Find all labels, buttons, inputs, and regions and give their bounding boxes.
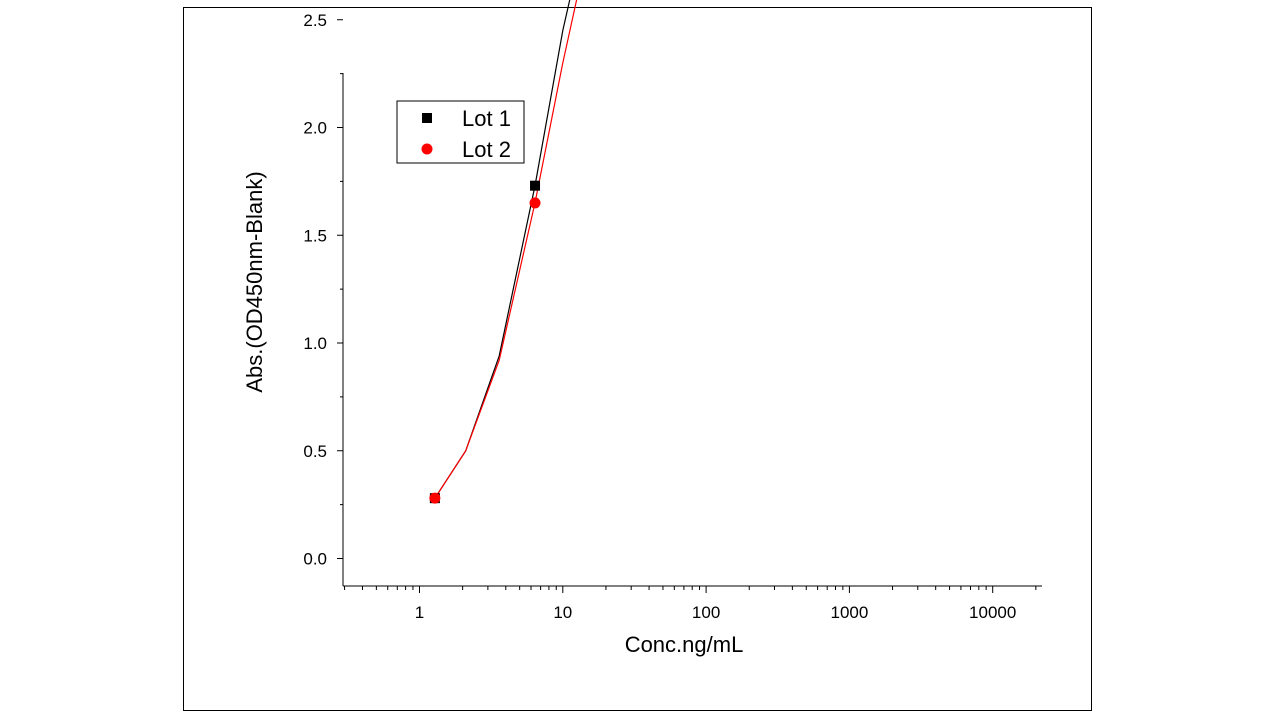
y-tick-label: 1.5 — [303, 226, 327, 245]
y-tick-label: 0.0 — [303, 550, 327, 569]
y-axis-label: Abs.(OD450nm-Blank) — [242, 171, 267, 392]
y-ticks: 0.00.51.01.52.02.53.03.54.04.5 — [303, 11, 343, 569]
data-point-lot-2 — [429, 492, 441, 504]
fit-line-lot-2 — [434, 0, 578, 499]
x-axis-label: Conc.ng/mL — [625, 632, 744, 657]
data-markers — [429, 180, 541, 504]
y-tick-label: 2.0 — [303, 119, 327, 138]
legend-label-lot-2: Lot 2 — [462, 137, 511, 162]
x-ticks: 1 10 100 1000 10000 — [344, 586, 1037, 622]
y-tick-label: 2.5 — [303, 11, 327, 30]
legend-label-lot-1: Lot 1 — [462, 106, 511, 131]
y-tick-label: 1.0 — [303, 334, 327, 353]
y-tick-label: 0.5 — [303, 442, 327, 461]
x-tick-label: 10 — [553, 603, 572, 622]
legend-marker-lot-2 — [421, 143, 433, 155]
legend-box — [396, 100, 525, 164]
data-point-lot-1 — [530, 180, 541, 191]
legend: Lot 1 Lot 2 — [396, 100, 525, 164]
chart-frame — [183, 7, 1092, 711]
fit-line-lot-1 — [434, 0, 571, 499]
x-tick-label: 100 — [692, 603, 720, 622]
legend-marker-lot-1 — [422, 113, 432, 123]
x-tick-label: 1000 — [830, 603, 868, 622]
fit-lines — [434, 0, 578, 499]
x-tick-label: 10000 — [969, 603, 1016, 622]
data-point-lot-2 — [529, 197, 541, 209]
x-tick-label: 1 — [415, 603, 424, 622]
